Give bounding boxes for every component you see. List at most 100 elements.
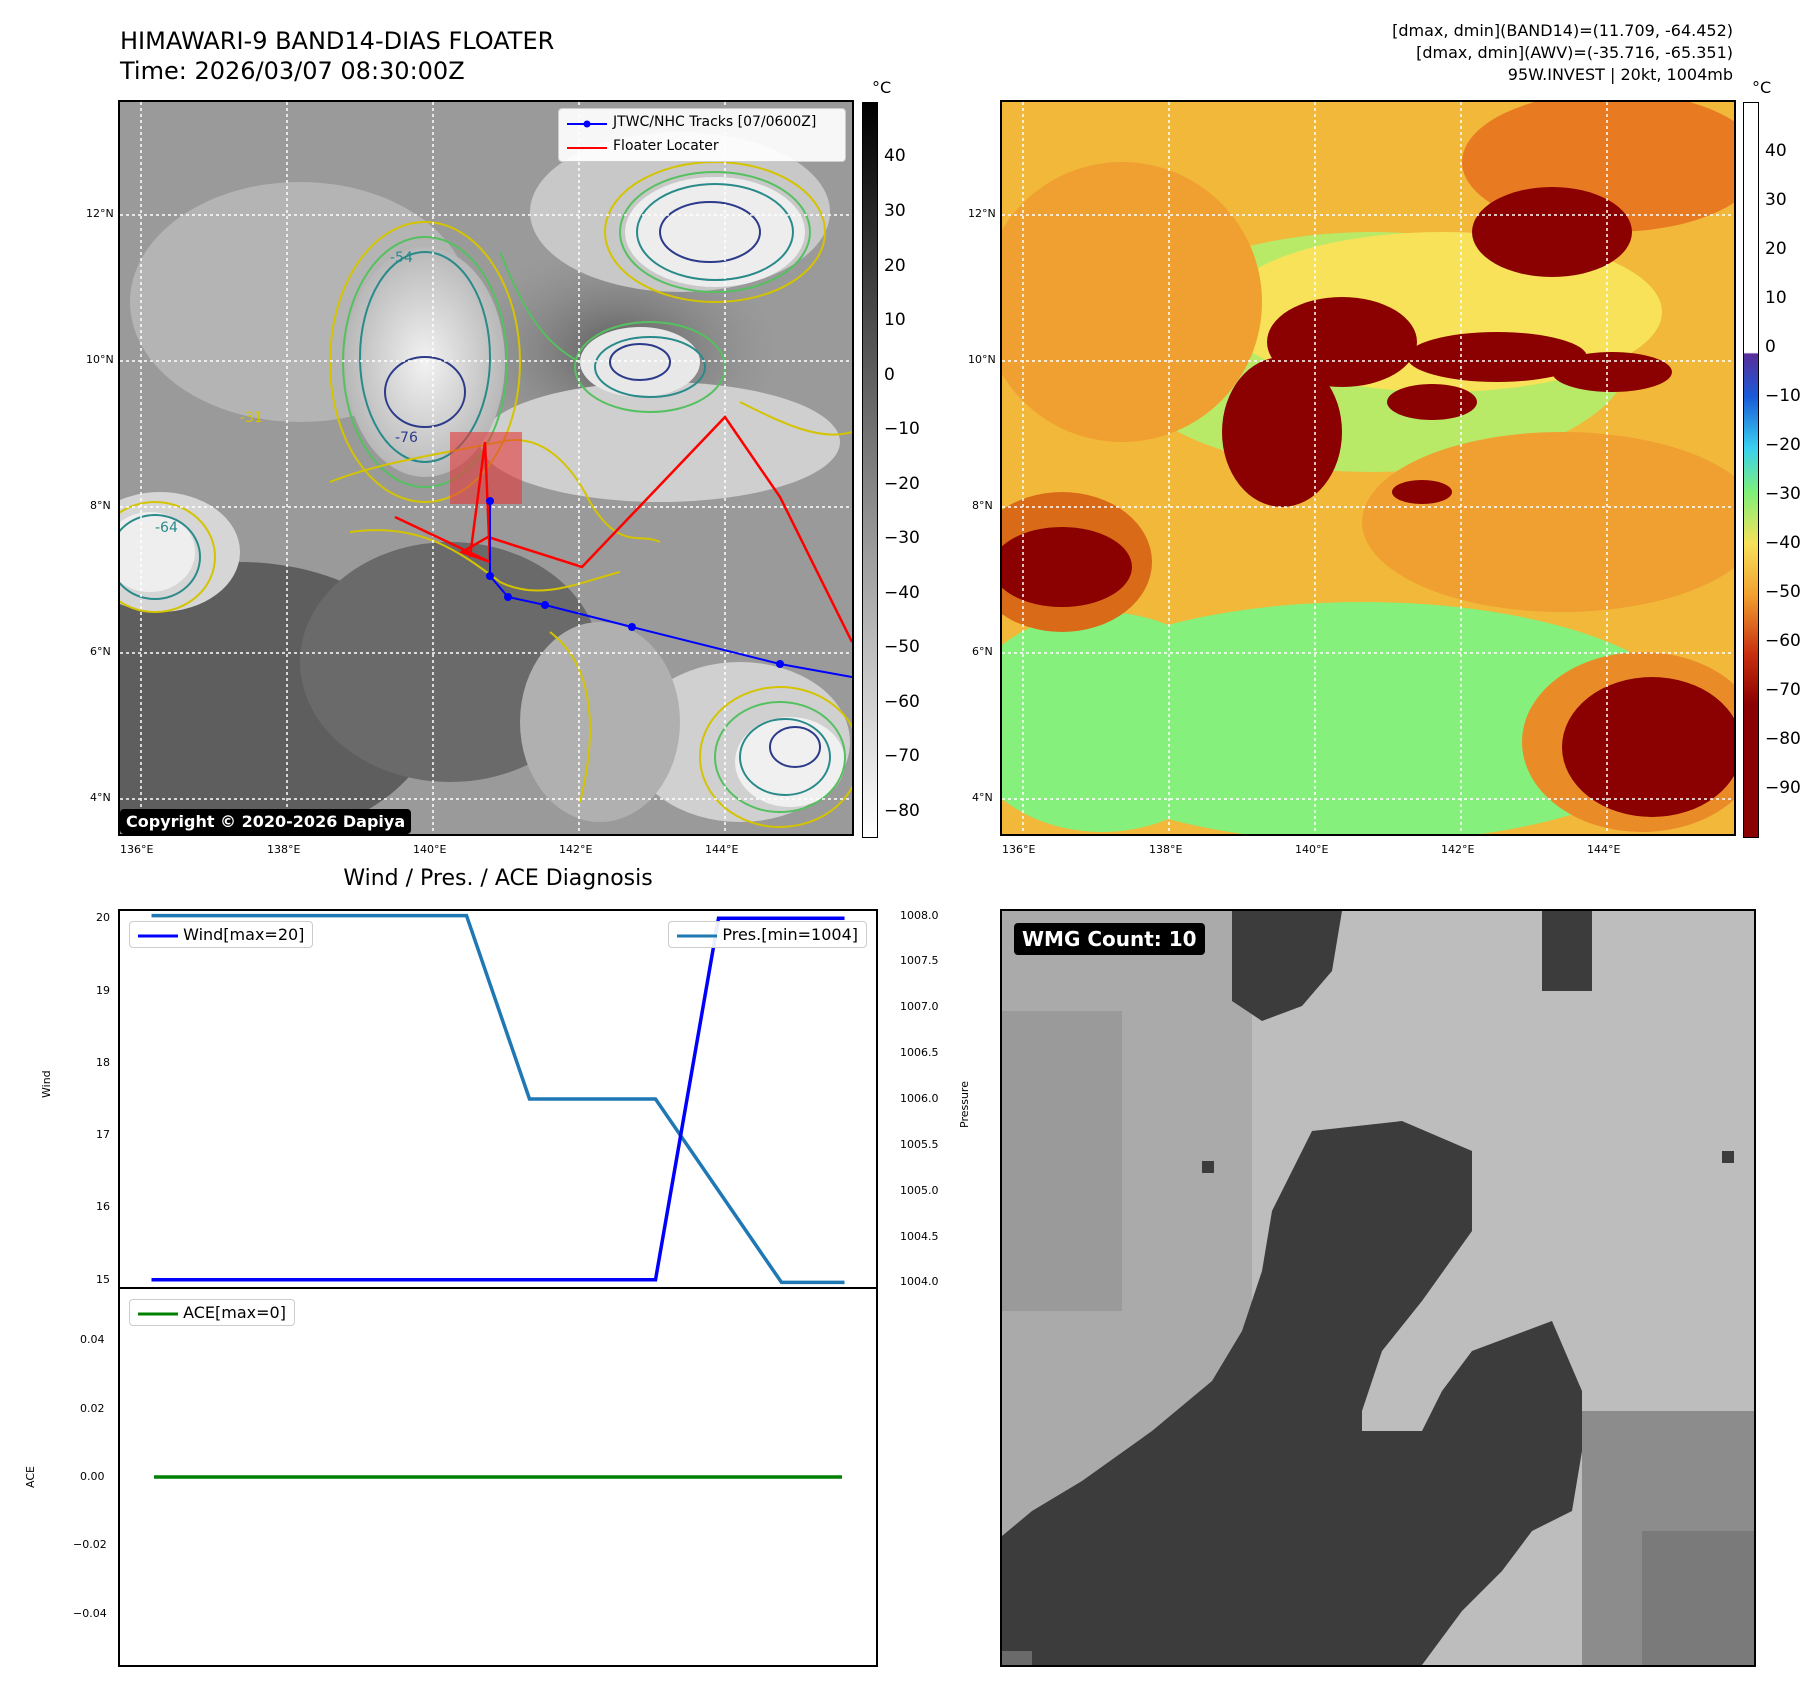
- contour-label: -54: [390, 250, 413, 266]
- colorbar-tick: 40: [1765, 141, 1787, 161]
- awv-colorbar: [1743, 102, 1759, 838]
- colorbar-tick: 30: [1765, 190, 1787, 210]
- colorbar-tick: −80: [1765, 729, 1801, 749]
- pressure-tick-label: 1007.5: [900, 954, 939, 968]
- track-point: [486, 497, 494, 505]
- colorbar-tick: −50: [1765, 582, 1801, 602]
- wind-series-line: [151, 916, 845, 1282]
- colorbar-tick: −70: [1765, 680, 1801, 700]
- lat-label: 10°N: [968, 353, 996, 366]
- lon-label: 140°E: [413, 843, 447, 856]
- colorbar-tick: 20: [1765, 239, 1787, 259]
- colorbar-tick: 0: [1765, 337, 1776, 357]
- wind-axis-label: Wind: [40, 1070, 53, 1098]
- colorbar-tick: −40: [884, 583, 920, 603]
- ace-axis-label: ACE: [24, 1466, 37, 1488]
- wmg-image: [1002, 911, 1754, 1665]
- colorbar-tick: 40: [884, 146, 906, 166]
- colorbar-tick: 30: [884, 201, 906, 221]
- lat-label: 8°N: [90, 499, 111, 512]
- legend-floater-label: Floater Locater: [613, 138, 719, 154]
- track-point: [776, 660, 784, 668]
- pressure-axis-label: Pressure: [958, 1081, 971, 1128]
- wind-tick-label: 19: [96, 983, 110, 997]
- pressure-tick-label: 1006.0: [900, 1092, 939, 1105]
- contour-label: -76: [395, 430, 418, 446]
- wind-legend-label: Wind[max=20]: [183, 925, 305, 944]
- diagnosis-title: Wind / Pres. / ACE Diagnosis: [343, 866, 653, 891]
- pressure-tick-label: 1007.0: [900, 1000, 939, 1014]
- colorbar-tick: −60: [884, 692, 920, 712]
- colorbar-tick: −30: [884, 528, 920, 548]
- track-point: [504, 593, 512, 601]
- colorbar-unit: °C: [1752, 78, 1772, 97]
- pressure-legend: Pres.[min=1004]: [668, 921, 867, 948]
- colorbar-tick: 10: [1765, 288, 1787, 308]
- pressure-tick-label: 1005.5: [900, 1137, 939, 1151]
- pressure-tick-label: 1006.5: [900, 1046, 939, 1060]
- colorbar-tick: −10: [884, 419, 920, 439]
- pressure-series-line: [151, 913, 845, 1285]
- lon-label: 144°E: [1587, 843, 1621, 856]
- track-point: [541, 601, 549, 609]
- wind-tick-label: 20: [96, 911, 110, 925]
- lon-label: 144°E: [705, 843, 739, 856]
- ace-plot: [154, 1475, 842, 1479]
- wind-tick-label: 15: [96, 1272, 110, 1286]
- contour-label: -64: [155, 520, 178, 536]
- ace-tick-label: 0.02: [80, 1401, 105, 1415]
- colorbar-tick: −80: [884, 801, 920, 821]
- wmg-count-badge: WMG Count: 10: [1014, 923, 1205, 955]
- ace-legend: ACE[max=0]: [129, 1299, 295, 1326]
- colorbar-tick: −60: [1765, 631, 1801, 651]
- pressure-tick-label: 1005.0: [900, 1183, 939, 1197]
- track-point: [628, 623, 636, 631]
- pressure-tick-label: 1008.0: [900, 908, 939, 922]
- figure-title: HIMAWARI-9 BAND14-DIAS FLOATER: [120, 27, 555, 55]
- wind-tick-label: 16: [96, 1200, 110, 1214]
- colorbar-tick: −50: [884, 637, 920, 657]
- wind-legend: Wind[max=20]: [129, 921, 314, 948]
- copyright-badge: Copyright © 2020-2026 Dapiya: [120, 809, 412, 834]
- wind-pressure-plot: [151, 913, 845, 1285]
- pressure-tick-label: 1004.0: [900, 1275, 939, 1289]
- colorbar-tick: −30: [1765, 484, 1801, 504]
- wind-pressure-panel: Wind[max=20] Pres.[min=1004]: [118, 909, 878, 1289]
- contour-label: -31: [240, 410, 263, 426]
- ace-tick-label: 0.04: [80, 1333, 105, 1347]
- track-point: [486, 572, 494, 580]
- lat-label: 12°N: [86, 207, 114, 220]
- lon-label: 136°E: [120, 843, 154, 856]
- lon-label: 142°E: [1441, 843, 1475, 856]
- colorbar-tick: −90: [1765, 778, 1801, 798]
- band14-range: [dmax, dmin](BAND14)=(11.709, -64.452): [1392, 21, 1733, 40]
- lat-label: 8°N: [972, 499, 993, 512]
- ace-tick-label: −0.04: [73, 1606, 107, 1620]
- band14-colorbar: [862, 102, 878, 838]
- lat-label: 10°N: [86, 353, 114, 366]
- lon-label: 142°E: [559, 843, 593, 856]
- map-legend: JTWC/NHC Tracks [07/0600Z] Floater Locat…: [558, 108, 846, 162]
- ace-tick-label: −0.02: [73, 1538, 107, 1552]
- colorbar-tick: 20: [884, 256, 906, 276]
- colorbar-tick: 10: [884, 310, 906, 330]
- storm-info: 95W.INVEST | 20kt, 1004mb: [1507, 65, 1733, 84]
- band14-imagery: -31 -54 -64 -76: [120, 102, 852, 834]
- awv-range: [dmax, dmin](AWV)=(-35.716, -65.351): [1416, 43, 1733, 62]
- wind-tick-label: 18: [96, 1055, 110, 1069]
- figure-timestamp: Time: 2026/03/07 08:30:00Z: [120, 57, 465, 85]
- colorbar-tick: −40: [1765, 533, 1801, 553]
- wmg-panel: WMG Count: 10: [1000, 909, 1756, 1667]
- colorbar-tick: −70: [884, 746, 920, 766]
- pressure-legend-label: Pres.[min=1004]: [722, 925, 858, 944]
- lat-label: 6°N: [972, 645, 993, 658]
- ace-panel: ACE[max=0]: [118, 1287, 878, 1667]
- floater-locater-line: [394, 415, 852, 643]
- wind-tick-label: 17: [96, 1128, 110, 1142]
- ace-tick-label: 0.00: [80, 1470, 105, 1483]
- colorbar-unit: °C: [872, 78, 892, 97]
- band14-map: -31 -54 -64 -76 JTWC/NHC Tracks [07/0600…: [118, 100, 854, 836]
- colorbar-tick: −20: [1765, 435, 1801, 455]
- lat-label: 4°N: [972, 791, 993, 804]
- pressure-tick-label: 1004.5: [900, 1229, 939, 1243]
